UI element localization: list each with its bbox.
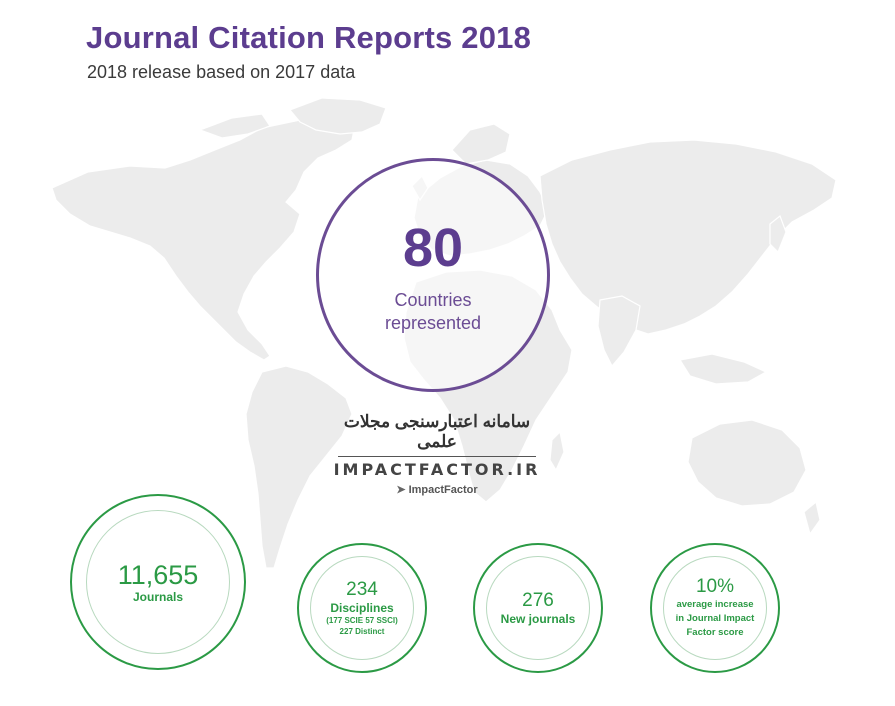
countries-label: Countries represented: [319, 289, 547, 335]
north-america-landmass: [51, 117, 356, 361]
new-journals-stat-circle: 276 New journals: [473, 543, 603, 673]
new-journals-value: 276: [522, 590, 554, 611]
new-journals-label: New journals: [500, 612, 576, 626]
watermark-brand-label: ImpactFactor: [408, 484, 478, 496]
countries-label-line1: Countries: [394, 290, 472, 310]
paper-plane-icon: ➤: [396, 484, 406, 496]
scandinavia: [451, 123, 511, 165]
countries-stat-circle: 80 Countries represented: [316, 158, 550, 392]
journals-stat-circle: 11,655 Journals: [70, 494, 246, 670]
new-journals-inner-ring: [486, 556, 590, 660]
impact-increase-inner-ring: [663, 556, 767, 660]
impact-increase-label-line2: in Journal Impact: [675, 613, 755, 624]
greenland: [288, 97, 387, 135]
disciplines-label: Disciplines: [330, 601, 394, 615]
watermark-persian-text: سامانه اعتبارسنجی مجلات علمی: [343, 412, 531, 451]
journals-stat-content: 11,655 Journals: [72, 560, 244, 604]
impact-increase-value: 10%: [695, 576, 735, 597]
asia-landmass: [539, 139, 837, 335]
southeast-asia-islands: [679, 353, 768, 385]
disciplines-breakdown: (177 SCIE 57 SSCI): [326, 616, 398, 625]
disciplines-stat-content: 234 Disciplines (177 SCIE 57 SSCI) 227 D…: [299, 579, 425, 637]
south-america-landmass: [245, 365, 353, 569]
page-subtitle: 2018 release based on 2017 data: [87, 62, 356, 82]
india: [597, 295, 641, 368]
impact-increase-stat-circle: 10% average increase in Journal Impact F…: [650, 543, 780, 673]
madagascar: [549, 430, 565, 472]
japan: [769, 215, 787, 254]
countries-value: 80: [402, 218, 464, 278]
disciplines-value: 234: [346, 579, 378, 600]
journals-inner-ring: [86, 510, 230, 654]
new-journals-stat-content: 276 New journals: [475, 590, 601, 626]
journals-label: Journals: [132, 590, 183, 604]
watermark-brand: ➤ ImpactFactor: [332, 483, 542, 496]
page-title: Journal Citation Reports 2018: [86, 20, 532, 55]
new-zealand: [803, 500, 821, 536]
watermark-divider: [338, 456, 536, 457]
disciplines-stat-circle: 234 Disciplines (177 SCIE 57 SSCI) 227 D…: [297, 543, 427, 673]
australia-landmass: [687, 419, 807, 507]
impact-increase-label-line3: Factor score: [686, 627, 744, 638]
disciplines-distinct: 227 Distinct: [339, 627, 385, 636]
countries-label-line2: represented: [384, 313, 482, 333]
impact-increase-label-line1: average increase: [676, 599, 754, 610]
watermark: سامانه اعتبارسنجی مجلات علمی IMPACTFACTO…: [332, 412, 542, 496]
journals-value: 11,655: [117, 560, 199, 590]
watermark-latin-text: IMPACTFACTOR.IR: [333, 460, 541, 479]
canadian-islands: [198, 113, 271, 139]
impact-increase-stat-content: 10% average increase in Journal Impact F…: [652, 576, 778, 640]
disciplines-inner-ring: [310, 556, 414, 660]
